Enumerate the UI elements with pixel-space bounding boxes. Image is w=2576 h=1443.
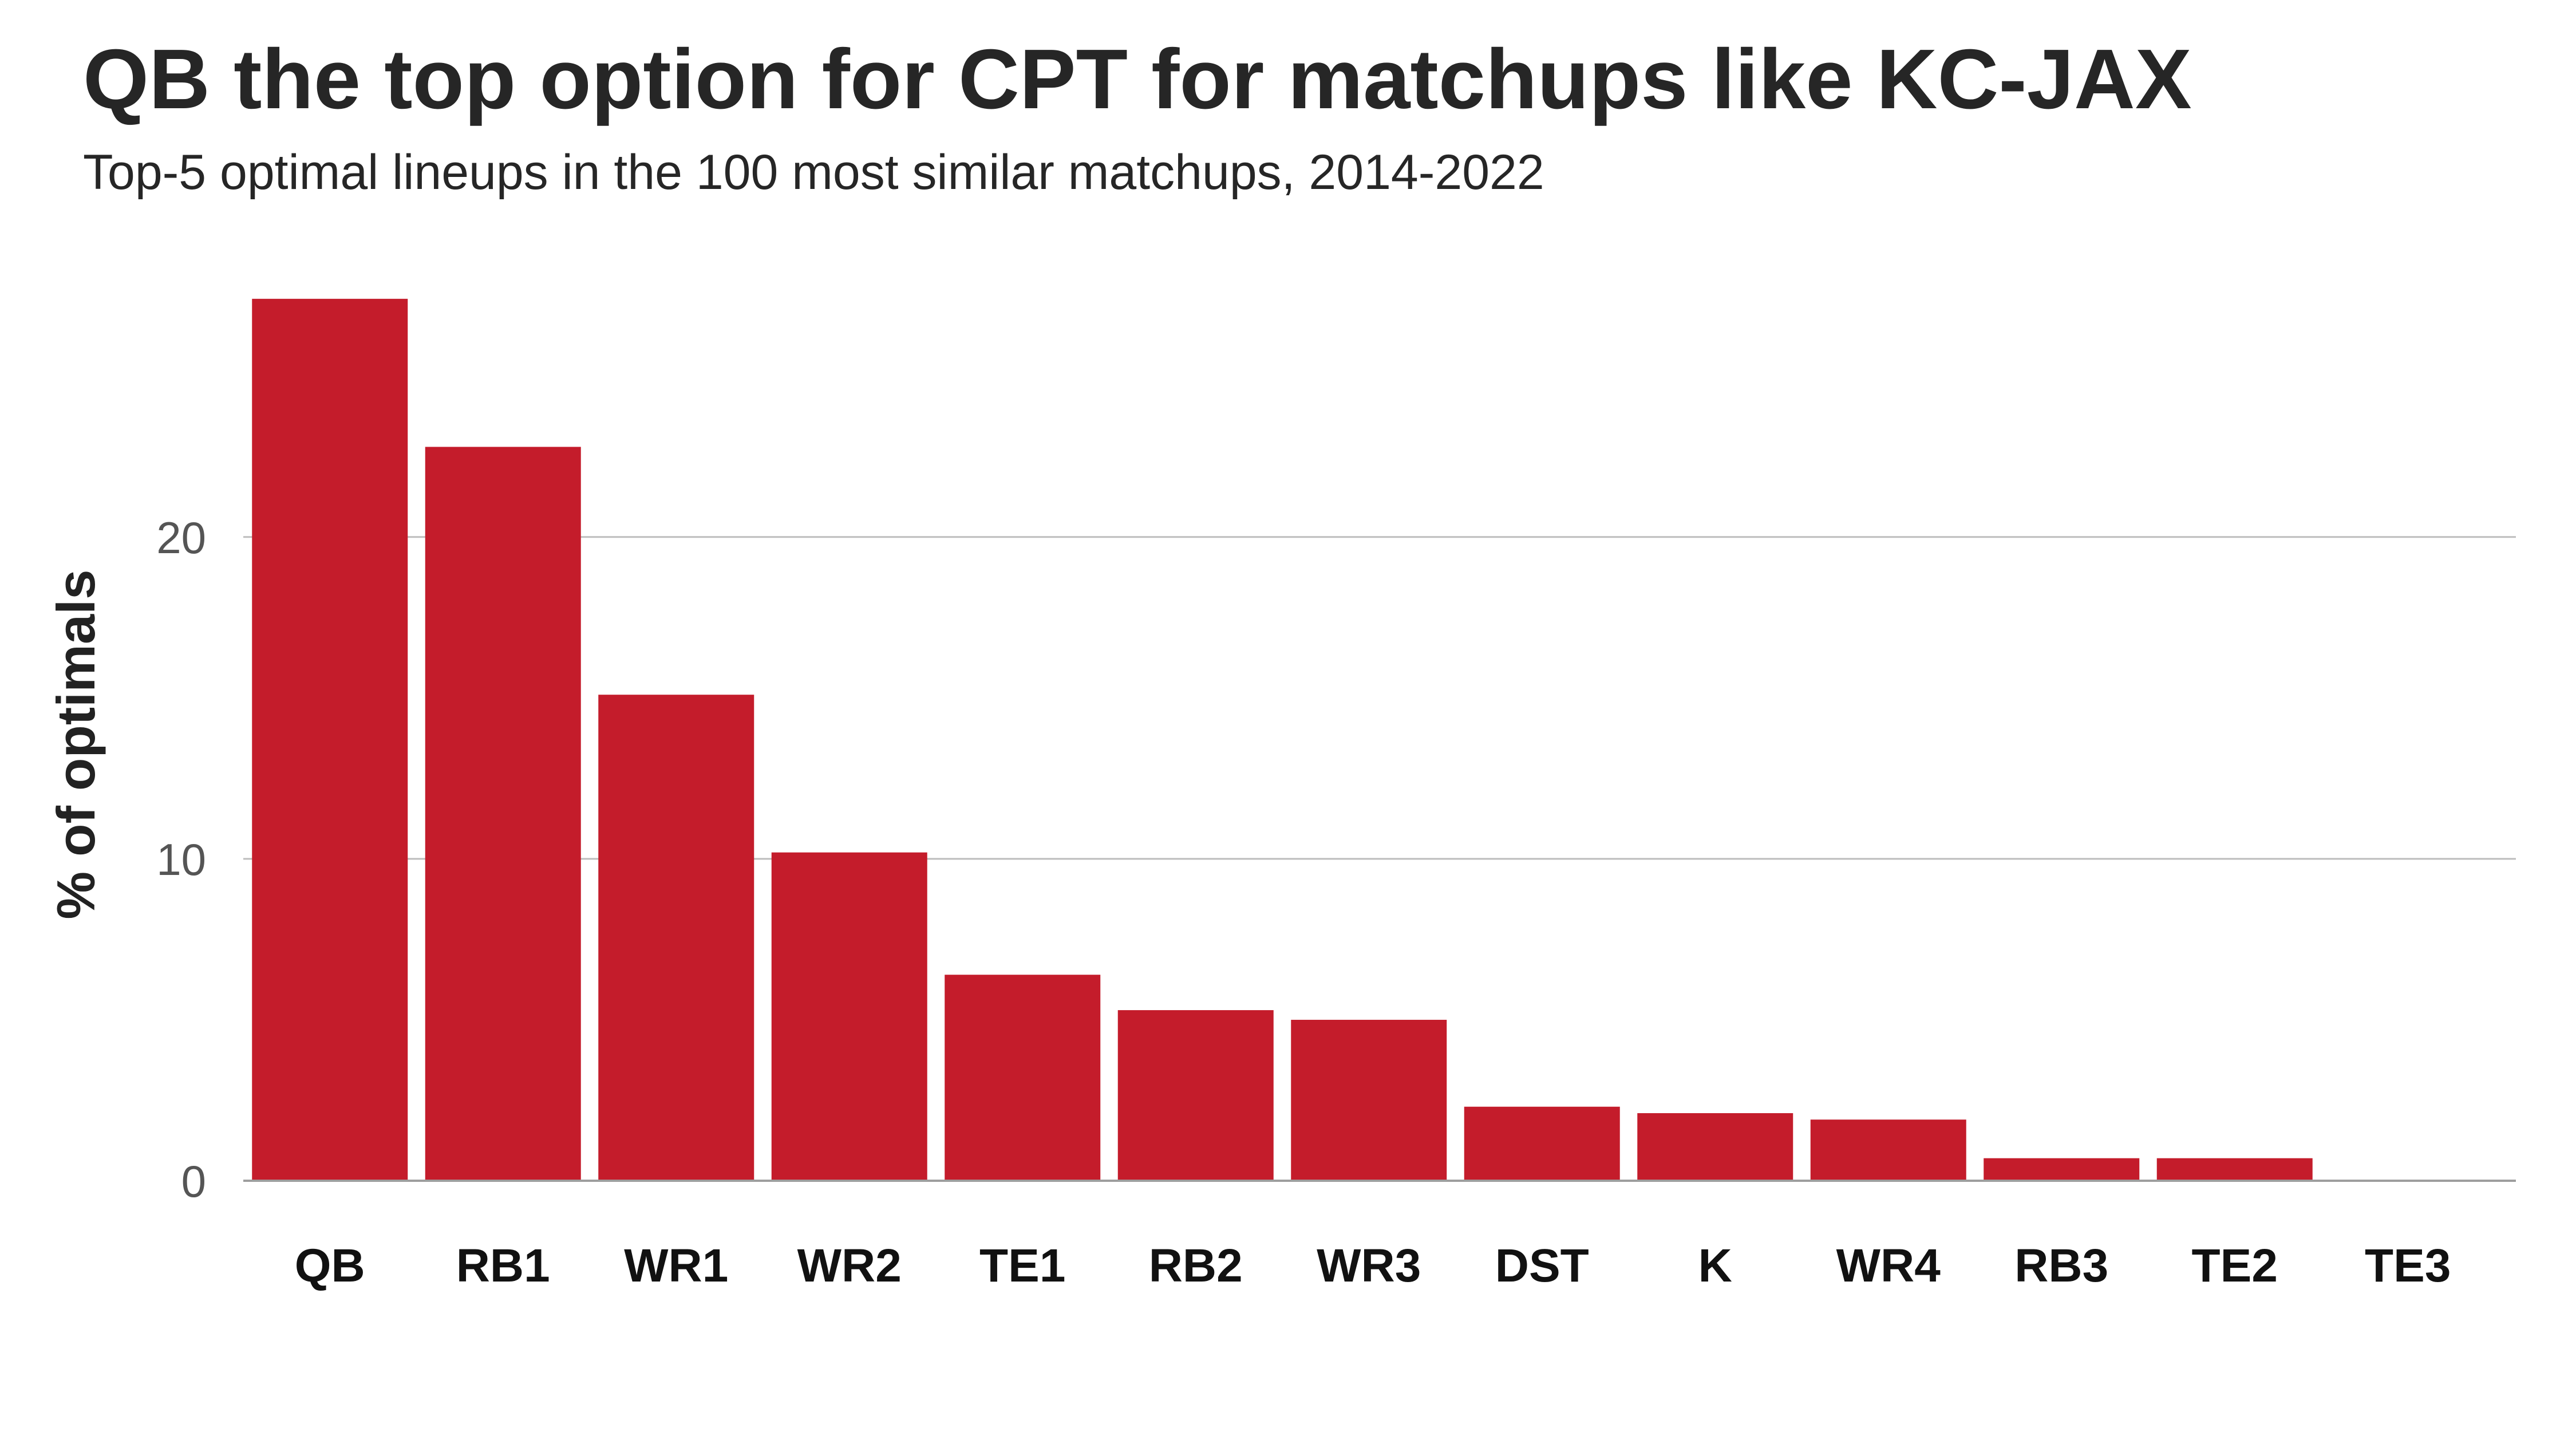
y-axis-label: % of optimals bbox=[46, 569, 106, 919]
x-tick-label-rb2: RB2 bbox=[1149, 1240, 1243, 1292]
bar-rb2 bbox=[1117, 1010, 1274, 1181]
bar-k bbox=[1637, 1113, 1793, 1181]
gridlines bbox=[243, 536, 2516, 860]
bar-wr3 bbox=[1291, 1019, 1447, 1181]
bar-rb1 bbox=[425, 447, 581, 1181]
x-tick-label-te1: TE1 bbox=[979, 1240, 1065, 1292]
chart-title: QB the top option for CPT for matchups l… bbox=[83, 32, 2192, 127]
y-tick-label: 10 bbox=[156, 834, 206, 885]
y-tick-labels: 0 10 20 bbox=[156, 512, 206, 1207]
bar-dst bbox=[1464, 1106, 1620, 1181]
chart-subtitle: Top-5 optimal lineups in the 100 most si… bbox=[83, 145, 1544, 200]
bar-te1 bbox=[945, 975, 1101, 1181]
x-tick-label-k: K bbox=[1698, 1240, 1732, 1292]
bars bbox=[252, 298, 2313, 1181]
bar-wr4 bbox=[1810, 1119, 1966, 1181]
bar-wr1 bbox=[598, 695, 754, 1181]
x-tick-label-wr4: WR4 bbox=[1836, 1240, 1941, 1292]
bar-wr2 bbox=[771, 852, 927, 1181]
x-tick-label-wr2: WR2 bbox=[797, 1240, 902, 1292]
x-tick-label-qb: QB bbox=[295, 1240, 365, 1292]
x-tick-label-wr1: WR1 bbox=[624, 1240, 728, 1292]
x-tick-label-te2: TE2 bbox=[2192, 1240, 2278, 1292]
x-tick-label-te3: TE3 bbox=[2365, 1240, 2451, 1292]
x-tick-labels: QB RB1 WR1 WR2 TE1 RB2 WR3 DST K WR4 RB3 TE2 TE3 bbox=[295, 1240, 2451, 1292]
y-tick-label: 0 bbox=[181, 1156, 206, 1207]
bar-te2 bbox=[2156, 1158, 2313, 1181]
x-tick-label-dst: DST bbox=[1495, 1240, 1589, 1292]
y-tick-label: 20 bbox=[156, 512, 206, 563]
bar-qb bbox=[252, 298, 408, 1181]
x-tick-label-wr3: WR3 bbox=[1317, 1240, 1421, 1292]
x-tick-label-rb1: RB1 bbox=[456, 1240, 550, 1292]
bar-rb3 bbox=[1984, 1158, 2140, 1181]
x-tick-label-rb3: RB3 bbox=[2014, 1240, 2108, 1292]
